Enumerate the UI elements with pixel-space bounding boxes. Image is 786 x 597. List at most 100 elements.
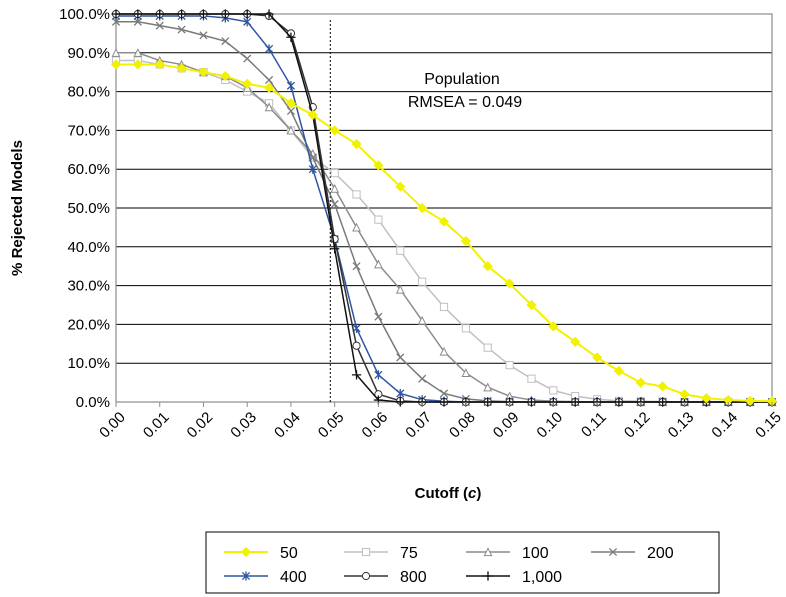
- annotation-population: Population: [424, 71, 500, 88]
- data-point: [439, 389, 449, 398]
- y-tick-label: 30.0%: [67, 278, 110, 295]
- data-point: [439, 302, 449, 312]
- legend-item-50: 50: [224, 545, 298, 562]
- y-tick-label: 50.0%: [67, 200, 110, 217]
- data-point: [132, 59, 143, 70]
- data-point: [482, 261, 493, 272]
- data-point: [265, 44, 274, 54]
- data-point: [154, 59, 165, 70]
- x-tick-label: 0.07: [402, 409, 435, 442]
- legend-marker: [241, 571, 251, 581]
- data-point: [177, 9, 187, 19]
- data-point: [526, 397, 537, 407]
- legend-label: 100: [522, 545, 549, 562]
- data-point: [658, 397, 668, 407]
- data-point: [352, 262, 361, 271]
- data-point: [352, 341, 361, 350]
- data-point: [329, 125, 340, 136]
- data-point: [483, 382, 493, 392]
- legend-label: 200: [647, 545, 674, 562]
- data-point: [243, 17, 252, 27]
- data-point: [133, 9, 143, 19]
- data-point: [177, 25, 186, 34]
- data-point: [286, 125, 296, 135]
- data-point: [526, 299, 537, 311]
- data-point: [373, 160, 384, 171]
- data-point: [264, 102, 274, 112]
- x-tick-label: 0.11: [578, 409, 610, 441]
- legend-item-75: 75: [344, 545, 418, 562]
- data-point: [745, 395, 756, 406]
- data-point: [395, 181, 406, 192]
- x-tick-label: 0.08: [446, 409, 479, 442]
- x-tick-label: 0.09: [490, 409, 523, 442]
- x-axis-title-end: ): [476, 485, 481, 502]
- data-point: [505, 361, 514, 370]
- y-tick-label: 60.0%: [67, 161, 110, 178]
- y-tick-label: 70.0%: [67, 122, 110, 139]
- data-point: [286, 32, 296, 42]
- data-point: [155, 21, 164, 30]
- data-point: [352, 190, 361, 199]
- x-tick-label: 0.01: [140, 409, 173, 442]
- legend-item-400: 400: [224, 569, 307, 586]
- legend-marker: [361, 571, 371, 581]
- x-tick-label: 0.00: [96, 409, 129, 442]
- legend-marker: [240, 546, 252, 558]
- data-point: [198, 67, 209, 78]
- y-tick-label: 40.0%: [67, 239, 110, 256]
- data-point: [285, 98, 297, 109]
- data-point: [330, 168, 339, 178]
- legend-item-100: 100: [466, 545, 549, 562]
- y-tick-label: 0.0%: [76, 394, 110, 411]
- y-tick-label: 10.0%: [67, 355, 110, 372]
- data-point: [460, 235, 471, 247]
- data-point: [701, 393, 712, 404]
- legend-marker: [483, 547, 493, 557]
- data-point: [679, 389, 690, 400]
- data-point: [418, 277, 427, 286]
- legend-item-1000: 1,000: [466, 569, 562, 586]
- data-point: [221, 37, 230, 46]
- y-tick-label: 20.0%: [67, 316, 110, 333]
- x-tick-label: 0.04: [271, 409, 304, 442]
- x-axis-title: Cutoff (c): [415, 485, 482, 502]
- annotation-rmsea: RMSEA = 0.049: [408, 94, 522, 111]
- data-point: [110, 59, 122, 70]
- data-point: [111, 17, 121, 26]
- data-point: [286, 81, 295, 91]
- x-tick-label: 0.10: [533, 409, 566, 442]
- data-point: [286, 106, 295, 116]
- data-point: [373, 259, 383, 269]
- data-point: [549, 386, 558, 395]
- x-tick-label: 0.13: [665, 409, 698, 442]
- y-tick-label: 100.0%: [59, 6, 110, 23]
- y-axis-title: % Rejected Models: [9, 140, 26, 276]
- data-point: [527, 374, 536, 383]
- data-point: [570, 336, 581, 347]
- data-point: [591, 352, 603, 363]
- data-point: [439, 397, 449, 407]
- legend-label: 50: [280, 545, 298, 562]
- data-point: [198, 9, 209, 19]
- data-point: [263, 82, 275, 93]
- data-point: [220, 9, 230, 19]
- data-point: [330, 200, 339, 209]
- data-point: [570, 397, 580, 407]
- data-point: [133, 17, 142, 26]
- data-point: [374, 215, 383, 224]
- x-axis-title-variable: c: [468, 485, 477, 502]
- data-point: [330, 244, 340, 254]
- legend-label: 75: [400, 545, 418, 562]
- data-point: [461, 368, 471, 377]
- data-point: [111, 48, 121, 57]
- data-point: [374, 370, 383, 380]
- data-point: [483, 397, 493, 407]
- x-axis-ticks: 0.00 0.01 0.02 0.03 0.04 0.05 0.06 0.07 0.08 0.09…: [96, 402, 785, 441]
- data-point: [242, 78, 253, 89]
- data-point: [111, 9, 121, 19]
- data-point: [243, 54, 252, 63]
- data-point: [614, 397, 624, 407]
- data-point: [133, 48, 143, 57]
